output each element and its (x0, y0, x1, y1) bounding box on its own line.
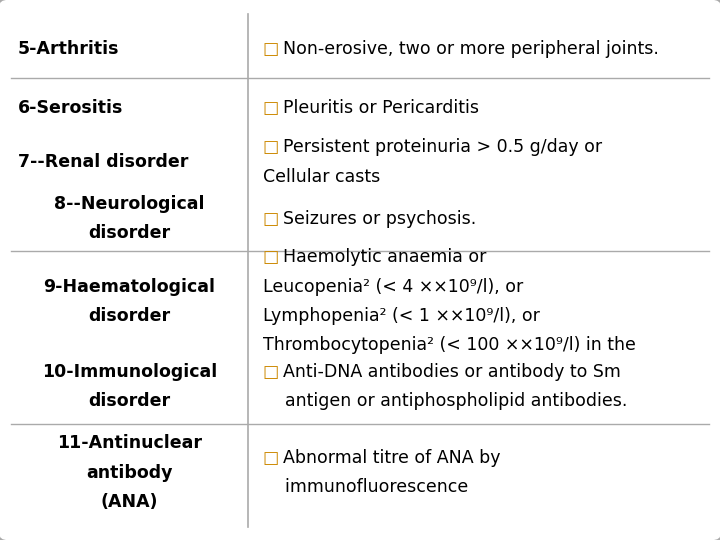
Text: Pleuritis or Pericarditis: Pleuritis or Pericarditis (283, 99, 479, 117)
Text: disorder: disorder (89, 392, 171, 410)
Text: (ANA): (ANA) (101, 492, 158, 511)
Text: 8--Neurological: 8--Neurological (54, 195, 205, 213)
Text: □: □ (263, 362, 279, 381)
Text: Persistent proteinuria > 0.5 g/day or: Persistent proteinuria > 0.5 g/day or (283, 138, 602, 157)
Text: Abnormal titre of ANA by: Abnormal titre of ANA by (283, 449, 500, 467)
Text: 7--Renal disorder: 7--Renal disorder (18, 153, 189, 171)
Text: 9-Haematological: 9-Haematological (44, 278, 215, 295)
Text: □: □ (263, 248, 279, 266)
Text: antigen or antiphospholipid antibodies.: antigen or antiphospholipid antibodies. (263, 392, 627, 410)
Text: Thrombocytopenia² (< 100 ××10⁹/l) in the: Thrombocytopenia² (< 100 ××10⁹/l) in the (263, 336, 636, 354)
Text: □: □ (263, 210, 279, 228)
Text: Anti-DNA antibodies or antibody to Sm: Anti-DNA antibodies or antibody to Sm (283, 362, 621, 381)
Text: Lymphopenia² (< 1 ××10⁹/l), or: Lymphopenia² (< 1 ××10⁹/l), or (263, 307, 540, 325)
Text: disorder: disorder (89, 307, 171, 325)
Text: Non-erosive, two or more peripheral joints.: Non-erosive, two or more peripheral join… (283, 39, 659, 58)
Text: immunofluorescence: immunofluorescence (263, 478, 468, 496)
Text: Haemolytic anaemia or: Haemolytic anaemia or (283, 248, 486, 266)
Text: 10-Immunological: 10-Immunological (42, 362, 217, 381)
Text: Seizures or psychosis.: Seizures or psychosis. (283, 210, 476, 228)
Text: □: □ (263, 39, 279, 58)
Text: 11-Antinuclear: 11-Antinuclear (57, 434, 202, 453)
Text: antibody: antibody (86, 463, 173, 482)
Text: □: □ (263, 99, 279, 117)
Text: Cellular casts: Cellular casts (263, 167, 380, 186)
Text: □: □ (263, 138, 279, 157)
Text: disorder: disorder (89, 224, 171, 242)
Text: Leucopenia² (< 4 ××10⁹/l), or: Leucopenia² (< 4 ××10⁹/l), or (263, 278, 523, 295)
Text: 6-Serositis: 6-Serositis (18, 99, 123, 117)
Text: 5-Arthritis: 5-Arthritis (18, 39, 120, 58)
Text: □: □ (263, 449, 279, 467)
